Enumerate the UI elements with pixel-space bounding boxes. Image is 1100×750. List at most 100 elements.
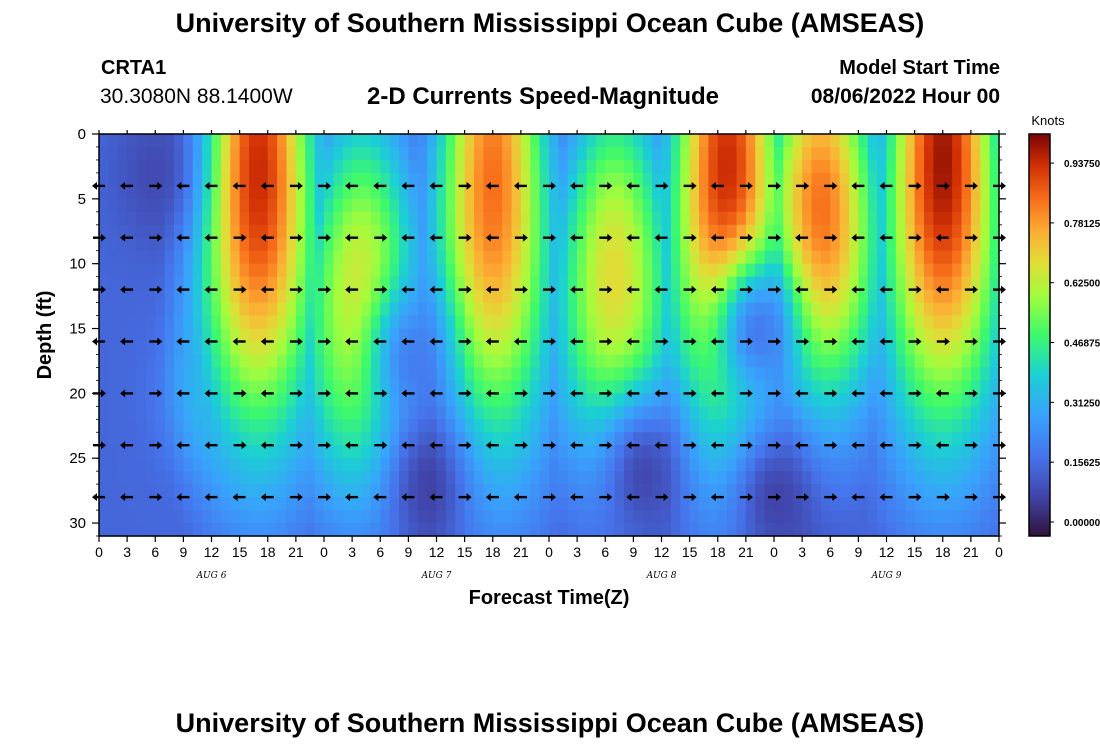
- heatmap-cell: [736, 302, 747, 317]
- heatmap-cell: [961, 484, 972, 498]
- heatmap-cell: [858, 445, 869, 459]
- heatmap-cell: [717, 185, 728, 200]
- heatmap-cell: [624, 250, 634, 265]
- heatmap-cell: [839, 211, 850, 226]
- heatmap-cell: [952, 484, 963, 498]
- heatmap-cell: [455, 263, 466, 278]
- current-arrow: [570, 181, 584, 190]
- heatmap-cell: [961, 134, 972, 148]
- heatmap-cell: [155, 263, 166, 278]
- heatmap-cell: [970, 198, 981, 213]
- heatmap-cell: [670, 224, 681, 239]
- heatmap-cell: [492, 276, 503, 291]
- heatmap-cell: [961, 419, 972, 433]
- current-arrow: [768, 181, 781, 190]
- heatmap-cell: [811, 315, 822, 330]
- current-arrow: [879, 441, 893, 450]
- heatmap-cell: [305, 471, 316, 485]
- heatmap-cell: [239, 250, 250, 265]
- heatmap-cell: [811, 237, 822, 252]
- heatmap-cell: [970, 367, 981, 381]
- heatmap-cell: [980, 432, 991, 446]
- heatmap-cell: [427, 302, 438, 317]
- heatmap-cell: [989, 445, 1000, 459]
- heatmap-cell: [389, 146, 400, 161]
- heatmap-cell: [661, 380, 672, 394]
- heatmap-cell: [867, 315, 878, 330]
- heatmap-cell: [202, 224, 213, 239]
- heatmap-cell: [905, 354, 916, 369]
- heatmap-cell: [642, 159, 653, 174]
- heatmap-cell: [267, 159, 278, 174]
- heatmap-cell: [99, 250, 109, 265]
- heatmap-cell: [811, 146, 822, 161]
- heatmap-cell: [324, 250, 334, 265]
- heatmap-cell: [455, 328, 466, 343]
- heatmap-cell: [802, 380, 813, 394]
- heatmap-cell: [624, 445, 634, 459]
- heatmap-cell: [239, 406, 250, 420]
- heatmap-cell: [220, 328, 231, 343]
- heatmap-cell: [755, 458, 766, 472]
- heatmap-cell: [933, 211, 944, 226]
- current-arrow: [710, 181, 724, 190]
- heatmap-cell: [549, 172, 559, 187]
- heatmap-cell: [745, 198, 756, 213]
- heatmap-cell: [699, 497, 709, 511]
- heatmap-cell: [333, 224, 344, 239]
- x-tick-label: 15: [232, 544, 248, 560]
- heatmap-cell: [905, 237, 916, 252]
- heatmap-cell: [549, 497, 559, 511]
- current-arrow: [149, 285, 163, 294]
- x-tick-label: 6: [151, 544, 159, 560]
- heatmap-cell: [989, 159, 1000, 174]
- heatmap-cell: [174, 146, 184, 161]
- heatmap-cell: [352, 432, 363, 446]
- heatmap-cell: [736, 419, 747, 433]
- heatmap-cell: [136, 134, 147, 148]
- heatmap-cell: [567, 172, 578, 187]
- heatmap-cell: [708, 146, 719, 161]
- heatmap-cell: [689, 432, 700, 446]
- heatmap-cell: [202, 276, 213, 291]
- heatmap-cell: [164, 432, 175, 446]
- heatmap-cell: [708, 172, 719, 187]
- heatmap-cell: [886, 315, 897, 330]
- heatmap-cell: [970, 380, 981, 394]
- heatmap-cell: [914, 237, 925, 252]
- heatmap-cell: [361, 146, 372, 161]
- heatmap-cell: [970, 159, 981, 174]
- current-arrow: [964, 181, 978, 190]
- heatmap-cell: [314, 406, 325, 420]
- heatmap-cell: [914, 432, 925, 446]
- heatmap-cell: [933, 198, 944, 213]
- heatmap-cell: [605, 250, 616, 265]
- heatmap-cell: [586, 315, 597, 330]
- heatmap-cell: [858, 289, 869, 304]
- heatmap-cell: [689, 224, 700, 239]
- x-tick-label: 9: [629, 544, 637, 560]
- heatmap-cell: [849, 198, 859, 213]
- heatmap-cell: [99, 445, 109, 459]
- current-arrow: [204, 337, 218, 346]
- heatmap-cell: [183, 341, 194, 356]
- heatmap-cell: [680, 380, 691, 394]
- x-tick-label: 0: [320, 544, 328, 560]
- heatmap-cell: [352, 211, 363, 226]
- heatmap-cell: [539, 315, 550, 330]
- current-arrow: [796, 181, 810, 190]
- heatmap-cell: [380, 237, 391, 252]
- heatmap-cell: [389, 134, 400, 148]
- heatmap-cell: [970, 445, 981, 459]
- heatmap-cell: [511, 458, 522, 472]
- heatmap-cell: [342, 341, 353, 356]
- heatmap-cell: [183, 134, 194, 148]
- heatmap-cell: [164, 224, 175, 239]
- heatmap-cell: [164, 198, 175, 213]
- heatmap-cell: [680, 432, 691, 446]
- heatmap-cell: [708, 523, 719, 537]
- heatmap-cell: [802, 250, 813, 265]
- heatmap-cell: [389, 458, 400, 472]
- heatmap-cell: [933, 432, 944, 446]
- heatmap-cell: [305, 432, 316, 446]
